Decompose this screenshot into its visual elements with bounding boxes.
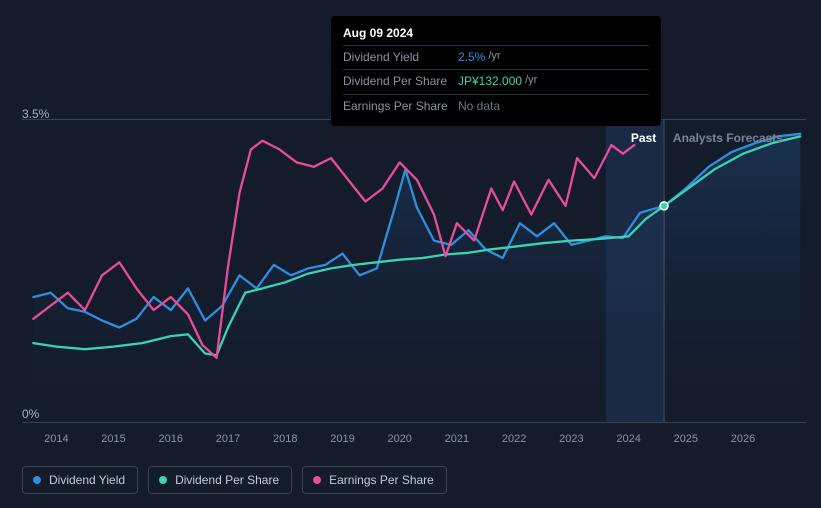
x-axis-tick-label: 2017 bbox=[216, 433, 240, 445]
legend-dot-icon bbox=[313, 476, 321, 484]
legend-dot-icon bbox=[159, 476, 167, 484]
x-axis-tick-label: 2025 bbox=[674, 433, 698, 445]
x-axis-tick-label: 2024 bbox=[616, 433, 640, 445]
tooltip-row: Dividend Per ShareJP¥132.000/yr bbox=[343, 69, 649, 93]
x-axis-tick-label: 2015 bbox=[101, 433, 125, 445]
legend-label: Dividend Yield bbox=[49, 473, 125, 487]
tooltip-metric-label: Dividend Per Share bbox=[343, 72, 458, 91]
x-axis-tick-label: 2019 bbox=[330, 433, 354, 445]
legend-item[interactable]: Dividend Per Share bbox=[148, 466, 292, 494]
tooltip-metric-value: JP¥132.000 bbox=[458, 72, 522, 91]
dividend-history-chart[interactable] bbox=[22, 119, 806, 423]
tooltip-metric-value: No data bbox=[458, 97, 500, 116]
past-region-label: Past bbox=[631, 131, 656, 145]
x-axis-tick-label: 2014 bbox=[44, 433, 68, 445]
legend-item[interactable]: Dividend Yield bbox=[22, 466, 138, 494]
x-axis-tick-label: 2023 bbox=[559, 433, 583, 445]
tooltip-metric-suffix: /yr bbox=[488, 48, 500, 67]
tooltip-metric-value: 2.5% bbox=[458, 48, 485, 67]
tooltip-metric-suffix: /yr bbox=[525, 72, 537, 91]
forecast-region-label: Analysts Forecasts bbox=[673, 131, 783, 145]
tooltip-row: Earnings Per ShareNo data bbox=[343, 94, 649, 118]
chart-tooltip: Aug 09 2024 Dividend Yield2.5%/yrDividen… bbox=[331, 16, 661, 126]
legend-label: Earnings Per Share bbox=[329, 473, 434, 487]
x-axis-tick-label: 2016 bbox=[159, 433, 183, 445]
x-axis-tick-label: 2026 bbox=[731, 433, 755, 445]
tooltip-row: Dividend Yield2.5%/yr bbox=[343, 45, 649, 69]
x-axis-tick-label: 2022 bbox=[502, 433, 526, 445]
tooltip-date: Aug 09 2024 bbox=[343, 24, 649, 45]
x-axis-tick-label: 2018 bbox=[273, 433, 297, 445]
tooltip-metric-label: Earnings Per Share bbox=[343, 97, 458, 116]
legend-label: Dividend Per Share bbox=[175, 473, 279, 487]
x-axis-tick-label: 2020 bbox=[387, 433, 411, 445]
chart-legend: Dividend Yield Dividend Per Share Earnings… bbox=[22, 466, 447, 494]
legend-dot-icon bbox=[33, 476, 41, 484]
legend-item[interactable]: Earnings Per Share bbox=[302, 466, 447, 494]
x-axis-tick-label: 2021 bbox=[445, 433, 469, 445]
tooltip-metric-label: Dividend Yield bbox=[343, 48, 458, 67]
